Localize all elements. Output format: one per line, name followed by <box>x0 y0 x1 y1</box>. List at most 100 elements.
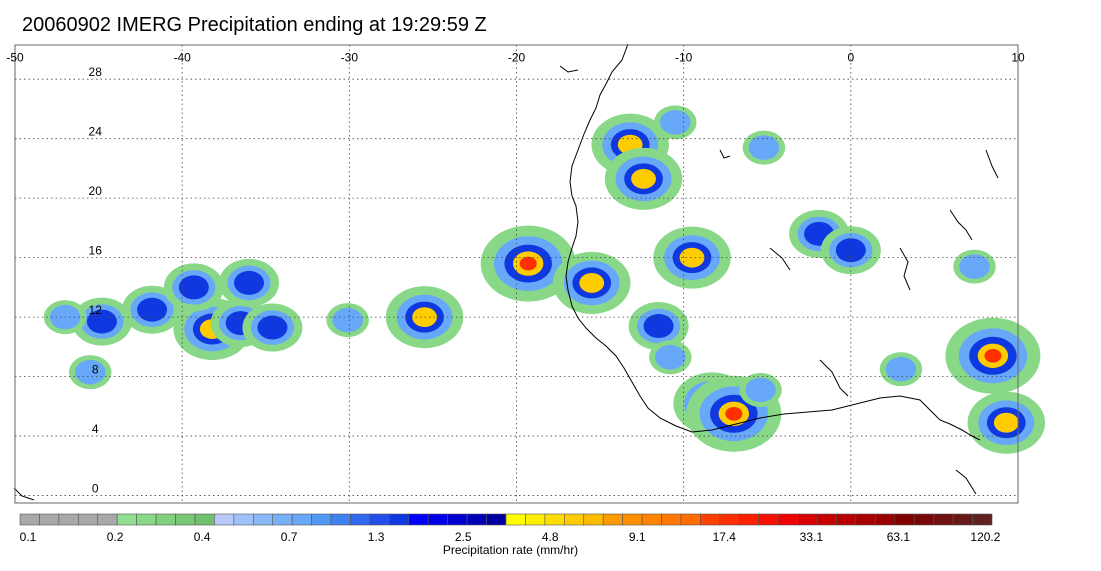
colorbar-swatch <box>797 513 818 526</box>
colorbar-swatch <box>680 513 701 526</box>
precip-contour <box>679 247 705 268</box>
lon-tick-label: -30 <box>341 50 359 64</box>
precip-contour <box>725 406 743 421</box>
map-title: 20060902 IMERG Precipitation ending at 1… <box>22 14 487 36</box>
precip-contour <box>835 238 866 263</box>
precip-contour <box>74 359 106 385</box>
precip-contour <box>984 348 1002 363</box>
colorbar-tick-label: 0.7 <box>280 530 298 544</box>
colorbar-swatch <box>505 513 526 526</box>
precip-cell <box>742 130 786 165</box>
lon-tick-label: 0 <box>847 50 854 64</box>
colorbar-swatch <box>816 513 837 526</box>
lat-tick-label: 12 <box>89 303 103 317</box>
precip-cell <box>219 258 280 307</box>
colorbar-swatch <box>758 513 779 526</box>
precip-cell <box>953 249 996 284</box>
west-africa-coastline <box>565 43 981 441</box>
colorbar-swatch <box>583 513 604 526</box>
graticule <box>15 45 1018 503</box>
precip-cell <box>649 340 692 375</box>
colorbar-swatch <box>641 513 662 526</box>
precip-cell <box>122 285 183 334</box>
colorbar-swatch <box>330 513 351 526</box>
precip-contour <box>579 273 605 293</box>
colorbar-swatch <box>661 513 682 526</box>
lon-tick-label: -20 <box>508 50 526 64</box>
precip-contour <box>178 275 209 300</box>
colorbar-tick-label: 33.1 <box>799 530 824 544</box>
colorbar-swatch <box>466 513 487 526</box>
colorbar-swatch <box>369 513 390 526</box>
colorbar-swatch <box>913 513 934 526</box>
precip-cell <box>242 303 303 352</box>
colorbar-swatch <box>875 513 896 526</box>
coast-fragment <box>769 247 791 271</box>
colorbar-title: Precipitation rate (mm/hr) <box>442 543 579 557</box>
colorbar-tick-label: 4.8 <box>541 530 559 544</box>
colorbar-swatch <box>933 513 954 526</box>
colorbar-swatch <box>622 513 643 526</box>
colorbar-swatch <box>894 513 915 526</box>
colorbar-swatch <box>952 513 973 526</box>
precip-cell <box>820 226 881 275</box>
colorbar-swatch <box>700 513 721 526</box>
precip-contour <box>332 307 363 333</box>
colorbar-swatch <box>252 513 274 526</box>
colorbar-swatch <box>39 513 60 526</box>
colorbar-swatch <box>78 513 99 526</box>
coast-fragment <box>13 487 35 501</box>
lat-tick-label: 8 <box>92 363 99 377</box>
colorbar-swatch <box>175 513 196 526</box>
precipitation-layer <box>43 105 1046 454</box>
colorbar-swatch <box>291 513 312 526</box>
precip-cell <box>945 317 1041 394</box>
precip-cell <box>628 302 689 351</box>
colorbar-tick-label: 9.1 <box>628 530 646 544</box>
lon-tick-label: 10 <box>1011 50 1025 64</box>
colorbar-swatch <box>777 513 798 526</box>
precip-cell <box>604 147 683 210</box>
coast-fragment <box>719 149 731 159</box>
colorbar-tick-label: 0.1 <box>19 530 37 544</box>
coastline-layer <box>13 43 999 501</box>
colorbar-swatch <box>525 513 546 526</box>
colorbar-tick-label: 2.5 <box>454 530 472 544</box>
precip-contour <box>660 110 691 135</box>
coast-fragment <box>949 209 973 241</box>
colorbar-swatch <box>447 513 468 526</box>
precip-cell <box>552 251 631 314</box>
colorbar-swatch <box>311 513 332 526</box>
coast-fragment <box>559 65 579 73</box>
precip-contour <box>654 345 686 370</box>
colorbar-swatch <box>194 513 215 526</box>
precip-cell <box>163 263 224 312</box>
precip-contour <box>519 256 537 271</box>
precip-cell <box>654 105 697 140</box>
coast-fragment <box>819 359 849 397</box>
colorbar-swatch <box>233 513 254 526</box>
axis-labels: -50 -40 -30 -20 -10 0 10 28 24 20 16 12 8 4 0 <box>6 50 1025 495</box>
precip-cell <box>71 297 132 346</box>
precip-contour <box>745 377 776 403</box>
precip-contour <box>137 297 168 322</box>
colorbar-swatch <box>19 513 40 526</box>
lat-tick-label: 24 <box>89 125 103 139</box>
precip-cell <box>480 225 576 302</box>
colorbar-tick-label: 63.1 <box>886 530 911 544</box>
colorbar-swatch <box>116 513 137 526</box>
map-frame <box>14 44 1019 504</box>
colorbar-swatch <box>719 513 740 526</box>
colorbar-swatch <box>350 513 371 526</box>
colorbar-boxes <box>19 513 993 526</box>
lat-tick-label: 4 <box>92 422 99 436</box>
precip-cell <box>653 226 731 289</box>
precip-contour <box>993 412 1019 433</box>
colorbar-tick-label: 0.2 <box>106 530 124 544</box>
colorbar-swatch <box>544 513 565 526</box>
colorbar-tick-label: 120.2 <box>970 530 1001 544</box>
precip-contour <box>631 168 656 189</box>
precip-contour <box>643 314 674 339</box>
precip-cell <box>967 391 1046 454</box>
